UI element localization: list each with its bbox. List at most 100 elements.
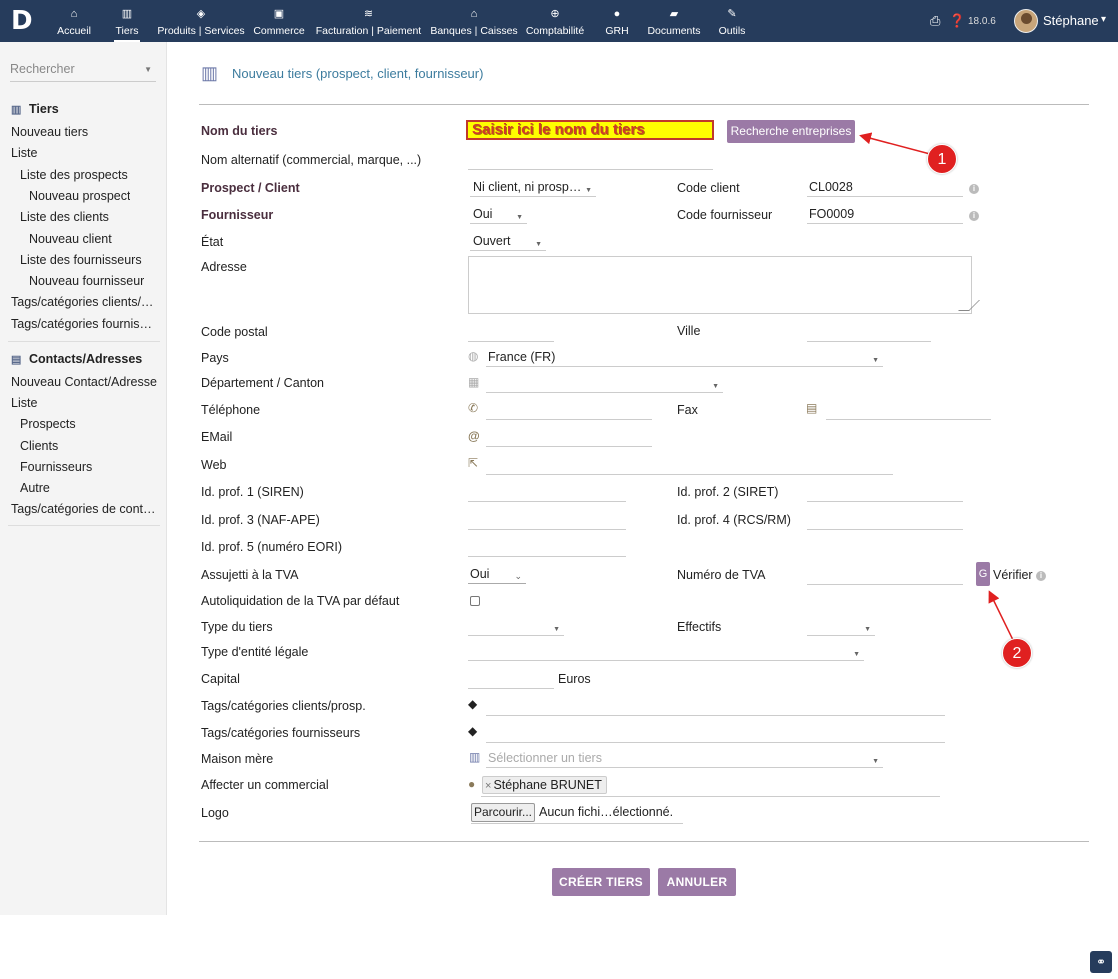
chevron-down-icon: ▼ xyxy=(553,626,560,633)
map-icon: ▦ xyxy=(468,375,480,389)
file-status: Aucun fichi…électionné. xyxy=(539,805,674,819)
alt-name-input[interactable] xyxy=(468,152,713,170)
tags-suppliers-select[interactable] xyxy=(486,725,945,743)
fax-icon: ▤ xyxy=(806,401,818,415)
email-input[interactable] xyxy=(486,429,652,447)
staff-label: Effectifs xyxy=(677,620,722,634)
vat-subject-label: Assujetti à la TVA xyxy=(201,568,299,582)
city-input[interactable] xyxy=(807,324,931,342)
top-navbar: D ⌂ Accueil ▥ Tiers ◈ Produits | Service… xyxy=(0,0,1118,42)
state-select[interactable]: Ouvert ▼ xyxy=(470,233,546,251)
client-code-label: Code client xyxy=(677,181,740,195)
nav-facturation-paiement[interactable]: ≋ Facturation | Paiement xyxy=(312,0,425,42)
web-label: Web xyxy=(201,458,227,472)
close-icon[interactable]: × xyxy=(485,780,492,792)
briefcase-icon: ▣ xyxy=(273,8,285,20)
chevron-down-icon[interactable]: ▾ xyxy=(1101,14,1107,25)
help-icon[interactable]: ❓ xyxy=(949,13,966,28)
department-select[interactable]: ▼ xyxy=(486,375,723,393)
browse-button[interactable]: Parcourir... xyxy=(471,803,535,822)
nav-commerce[interactable]: ▣ Commerce xyxy=(251,0,307,42)
reverse-charge-checkbox[interactable] xyxy=(470,596,480,606)
supplier-code-label: Code fournisseur xyxy=(677,208,773,222)
supplier-code-input[interactable]: FO0009 xyxy=(807,206,963,224)
zip-input[interactable] xyxy=(468,324,554,342)
capital-unit: Euros xyxy=(558,672,591,686)
prof2-input[interactable] xyxy=(807,484,963,502)
prof3-label: Id. prof. 3 (NAF-APE) xyxy=(201,513,320,527)
nav-accueil[interactable]: ⌂ Accueil xyxy=(52,0,96,42)
parent-label: Maison mère xyxy=(201,752,274,766)
nav-outils[interactable]: ✎ Outils xyxy=(715,0,749,42)
phone-icon: ✆ xyxy=(468,401,479,415)
menu-search-select[interactable]: Rechercher ▼ xyxy=(10,62,156,82)
prof4-input[interactable] xyxy=(807,512,963,530)
nav-tiers[interactable]: ▥ Tiers xyxy=(110,0,144,42)
cancel-button[interactable]: ANNULER xyxy=(658,868,736,896)
city-label: Ville xyxy=(677,324,701,338)
web-input[interactable] xyxy=(486,457,893,475)
phone-label: Téléphone xyxy=(201,403,261,417)
parent-select[interactable]: Sélectionner un tiers ▼ xyxy=(486,750,883,768)
info-icon[interactable]: i xyxy=(1036,571,1046,581)
client-code-input[interactable]: CL0028 xyxy=(807,179,963,197)
callout-1: 1 xyxy=(927,144,957,174)
prof5-input[interactable] xyxy=(468,539,626,557)
nav-produits-services[interactable]: ◈ Produits | Services xyxy=(157,8,245,37)
info-icon[interactable]: i xyxy=(969,211,979,221)
info-icon[interactable]: i xyxy=(969,184,979,194)
create-button[interactable]: CRÉER TIERS xyxy=(552,868,650,896)
folder-icon: ▰ xyxy=(669,8,679,20)
legal-entity-label: Type d'entité légale xyxy=(201,645,309,659)
building-icon: ▥ xyxy=(201,63,219,83)
file-input-underline xyxy=(471,823,683,824)
legal-entity-select[interactable]: ▼ xyxy=(468,643,864,661)
supplier-select[interactable]: Oui ▼ xyxy=(470,206,527,224)
vat-subject-select[interactable]: Oui ⌄ xyxy=(468,566,526,584)
phone-input[interactable] xyxy=(486,402,652,420)
fax-input[interactable] xyxy=(826,402,991,420)
menu-divider xyxy=(8,525,160,526)
prof3-input[interactable] xyxy=(468,512,626,530)
staff-select[interactable]: ▼ xyxy=(807,618,875,636)
address-textarea[interactable] xyxy=(468,256,972,314)
vat-number-label: Numéro de TVA xyxy=(677,568,766,582)
username[interactable]: Stéphane xyxy=(1043,13,1099,28)
avatar[interactable] xyxy=(1014,9,1038,33)
sales-rep-select[interactable] xyxy=(481,778,940,797)
vat-verify-button[interactable]: G xyxy=(976,562,990,586)
state-label: État xyxy=(201,235,224,249)
callout-2: 2 xyxy=(1002,638,1032,668)
nav-documents[interactable]: ▰ Documents xyxy=(645,0,703,42)
dolibarr-logo[interactable]: D xyxy=(11,6,33,36)
tag-icon: ◆ xyxy=(468,697,478,711)
header-divider xyxy=(199,104,1089,105)
vat-number-input[interactable] xyxy=(807,567,963,585)
external-link-icon: ⇱ xyxy=(468,456,479,470)
prof1-input[interactable] xyxy=(468,484,626,502)
menu-title-tiers[interactable]: ▥ Tiers xyxy=(11,102,59,116)
country-select[interactable]: France (FR) ▼ xyxy=(486,349,883,367)
print-icon[interactable]: ⎙ xyxy=(930,13,941,28)
capital-input[interactable] xyxy=(468,671,554,689)
tags-customers-label: Tags/catégories clients/prosp. xyxy=(201,699,366,713)
tags-customers-select[interactable] xyxy=(486,698,945,716)
alt-name-label: Nom alternatif (commercial, marque, ...) xyxy=(201,153,422,167)
address-card-icon: ▤ xyxy=(11,354,22,366)
menu-title-contacts[interactable]: ▤ Contacts/Adresses xyxy=(11,352,143,366)
chevron-down-icon: ▼ xyxy=(864,626,871,633)
prospect-client-select[interactable]: Ni client, ni prosp… ▼ xyxy=(470,179,596,197)
link-icon[interactable]: ⚭ xyxy=(1090,951,1112,973)
name-input[interactable]: Saisir ici le nom du tiers xyxy=(466,120,714,140)
wrench-icon: ✎ xyxy=(727,8,737,20)
type-select[interactable]: ▼ xyxy=(468,618,564,636)
sales-rep-label: Affecter un commercial xyxy=(201,778,329,792)
search-companies-button[interactable]: Recherche entreprises xyxy=(727,120,855,143)
vat-verify-link[interactable]: Vérifier xyxy=(993,568,1033,582)
nav-comptabilite[interactable]: ⊕ Comptabilité xyxy=(522,0,588,42)
chevron-down-icon: ▼ xyxy=(853,651,860,658)
user-icon: ● xyxy=(468,777,476,791)
nav-grh[interactable]: ● GRH xyxy=(602,0,632,42)
nav-banques-caisses[interactable]: ⌂ Banques | Caisses xyxy=(430,8,518,37)
tags-suppliers-label: Tags/catégories fournisseurs xyxy=(201,726,361,740)
